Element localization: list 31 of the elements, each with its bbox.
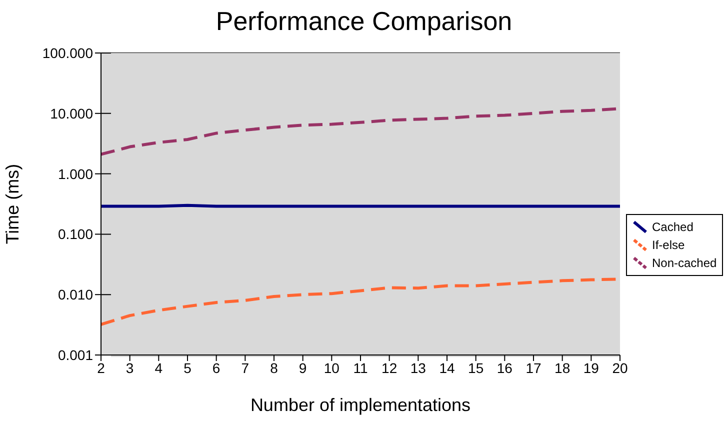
x-tick-label: 2 [97, 360, 106, 376]
y-tick-label: 0.010 [58, 286, 94, 303]
y-tick-label: 100.000 [42, 44, 94, 61]
x-tick-label: 9 [298, 360, 307, 376]
x-tick-label: 7 [241, 360, 250, 376]
x-tick-label: 20 [612, 360, 628, 376]
y-tick-label: 1.000 [58, 166, 94, 182]
y-tick-label: 0.001 [58, 346, 94, 363]
x-tick-label: 16 [496, 360, 513, 376]
y-tick-label: 10.000 [50, 105, 94, 122]
y-axis-title: Time (ms) [2, 164, 22, 244]
x-tick-label: 8 [270, 360, 278, 376]
x-tick-label: 3 [126, 360, 134, 376]
x-tick-label: 6 [212, 360, 220, 376]
legend-label: If-else [652, 238, 685, 252]
x-tick-label: 17 [526, 360, 542, 376]
x-tick-label: 18 [554, 360, 570, 376]
x-tick-label: 12 [382, 360, 398, 376]
legend-label: Non-cached [652, 256, 717, 270]
x-axis-title: Number of implementations [250, 395, 471, 415]
x-tick-label: 11 [353, 360, 368, 376]
y-tick-label: 0.100 [58, 226, 94, 242]
chart-title: Performance Comparison [214, 6, 514, 37]
x-tick-label: 19 [583, 360, 600, 376]
x-tick-label: 4 [154, 360, 163, 376]
x-tick-label: 10 [324, 360, 340, 376]
x-tick-label: 14 [439, 360, 455, 376]
x-tick-label: 15 [468, 360, 484, 376]
x-tick-label: 5 [184, 360, 192, 376]
x-tick-label: 13 [410, 360, 426, 376]
legend-label: Cached [652, 220, 694, 234]
